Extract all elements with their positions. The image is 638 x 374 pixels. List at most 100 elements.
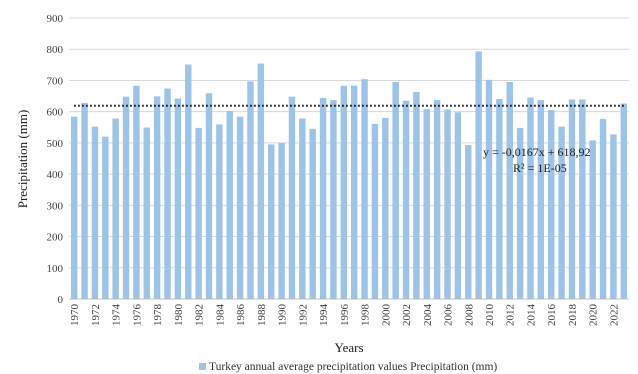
bar-1985 [226,111,233,299]
legend-swatch [199,363,206,370]
bar-1973 [102,136,109,299]
bar-1976 [133,85,140,299]
x-tick-label: 2012 [505,304,517,326]
bar-1992 [299,118,306,299]
legend-label: Turkey annual average precipitation valu… [209,361,497,373]
y-tick-label: 400 [47,169,64,181]
y-tick-label: 700 [47,75,64,87]
bar-1994 [319,97,327,299]
x-tick-label: 1974 [111,304,123,327]
bar-2000 [382,117,389,300]
bar-2013 [516,127,524,299]
bar-2022 [610,134,617,299]
bar-2015 [537,100,545,299]
x-tick-label: 2016 [546,304,558,327]
bars [70,51,628,300]
trend-equation: y = -0,0167x + 618,92 [483,145,591,159]
x-axis-title: Years [334,340,363,355]
bar-1984 [216,124,223,300]
bar-1978 [153,96,161,300]
x-tick-label: 2004 [422,304,434,327]
bar-2016 [548,110,555,299]
y-tick-label: 0 [58,294,64,306]
bar-1970 [70,116,78,299]
x-tick-label: 1994 [318,304,330,327]
bar-2021 [599,118,607,299]
x-tick-label: 1978 [152,304,164,327]
bar-2023 [620,103,628,299]
x-tick-label: 1998 [360,304,372,327]
bar-1972 [91,126,99,299]
x-tick-label: 2018 [567,304,579,327]
bar-1998 [361,79,368,299]
bar-2007 [454,112,462,300]
bar-2019 [579,99,586,300]
bar-1982 [195,127,202,299]
x-tick-label: 2020 [588,304,600,327]
bar-1979 [164,88,171,299]
bar-2005 [433,100,441,299]
bar-1987 [247,81,254,300]
x-tick-label: 1982 [194,304,206,326]
x-tick-label: 2010 [484,304,496,327]
bar-1988 [257,63,265,300]
bar-1971 [81,102,88,300]
x-tick-label: 2022 [608,304,620,326]
bar-2009 [475,51,482,299]
x-tick-label: 1988 [256,304,268,327]
bar-1990 [278,142,285,299]
y-tick-label: 200 [47,232,64,244]
bar-2006 [444,109,451,299]
y-tick-label: 300 [47,200,64,212]
x-tick-label: 2008 [463,304,475,327]
bar-2020 [589,140,596,299]
bar-1999 [371,123,379,300]
x-tick-label: 1976 [131,304,143,327]
y-gridlines [69,17,629,269]
x-tick-label: 1980 [173,304,185,327]
bar-2008 [465,145,472,299]
y-axis-title: Precipitation (mm) [15,110,30,209]
y-tick-label: 100 [47,263,64,275]
bar-2004 [423,109,430,300]
bar-2014 [527,97,534,299]
x-tick-labels: 1970 1972 1974 1976 1978 1980 1982 1984 1986 1988… [69,304,620,327]
y-tick-labels: 0 100 200 300 400 500 600 700 800 900 [47,13,64,306]
y-tick-label: 800 [47,44,64,56]
trend-r2: R² = 1E-05 [513,161,567,175]
x-tick-label: 2002 [401,304,413,326]
bar-1980 [174,98,182,299]
bar-2018 [568,99,576,300]
x-tick-label: 1972 [90,304,102,326]
bar-2017 [558,126,565,299]
x-tick-label: 2014 [525,304,537,327]
x-tick-label: 1996 [339,304,351,327]
y-tick-label: 900 [47,13,64,25]
bar-2012 [506,82,513,299]
bar-2003 [413,91,420,299]
x-tick-label: 1990 [277,304,289,327]
bar-1996 [340,85,348,299]
bar-1995 [330,100,337,299]
x-tick-label: 1984 [214,304,226,327]
bar-2001 [392,82,399,299]
x-tick-label: 1986 [235,304,247,327]
x-tick-label: 1970 [69,304,81,327]
bar-1989 [268,144,275,299]
x-tick-label: 1992 [297,304,309,326]
bar-1997 [350,85,358,299]
bar-2002 [402,100,410,299]
bar-1974 [112,118,119,299]
bar-2010 [485,79,493,299]
bar-2011 [496,98,503,299]
x-tick-label: 2006 [443,304,455,327]
bar-1977 [143,127,150,299]
y-tick-label: 500 [47,138,64,150]
x-tick-label: 2000 [380,304,392,327]
bar-1981 [185,64,192,299]
bar-1986 [236,116,244,299]
bar-1975 [122,96,130,300]
bar-1991 [288,96,296,300]
bar-1993 [309,128,316,299]
